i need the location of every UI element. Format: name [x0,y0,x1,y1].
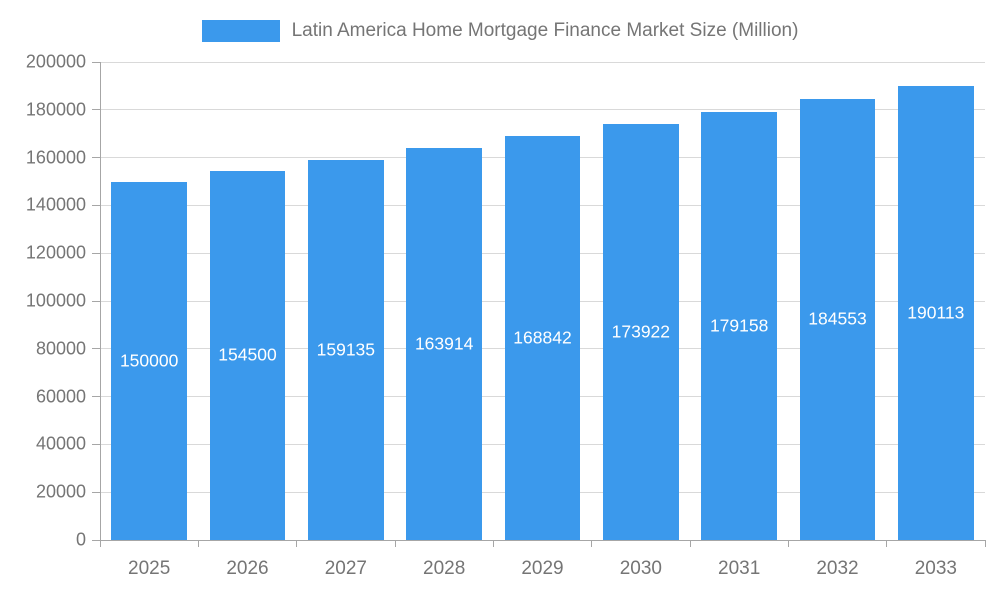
x-tick-mark [197,540,199,547]
y-gridline [100,109,985,111]
y-gridline [100,61,985,63]
y-tick-mark [92,204,100,206]
x-tick-mark [886,540,888,547]
y-axis-tick-label: 180000 [25,99,86,120]
bar-value-label-2026: 154500 [218,344,277,365]
y-tick-mark [92,443,100,445]
bar-2028[interactable] [406,148,482,540]
bar-2030[interactable] [602,124,679,540]
chart-legend: Latin America Home Mortgage Finance Mark… [0,16,1000,46]
bar-2027[interactable] [307,159,384,540]
bar-value-label-2031: 179158 [709,315,769,336]
chart-title: Latin America Home Mortgage Finance Mark… [291,20,799,41]
bar-2033[interactable] [897,85,974,540]
x-axis-tick-label-2028: 2028 [423,558,466,579]
x-axis-tick-label-2029: 2029 [521,558,564,579]
x-axis-tick-label-2026: 2026 [226,558,269,579]
y-tick-mark [92,157,100,159]
x-tick-mark [296,540,298,547]
y-axis-tick-label: 0 [75,529,86,550]
x-axis-tick-label-2033: 2033 [914,558,957,579]
y-axis-tick-label: 140000 [25,194,86,215]
x-tick-mark [99,540,101,547]
y-axis-line [99,62,101,541]
y-axis-tick-label: 80000 [35,338,86,359]
y-tick-mark [92,252,100,254]
x-tick-mark [591,540,593,547]
bar-value-label-2032: 184553 [808,308,867,329]
x-axis-tick-label-2031: 2031 [718,558,761,579]
x-axis-line [100,539,985,541]
legend-swatch[interactable] [201,20,280,42]
x-axis-tick-label-2032: 2032 [816,558,859,579]
y-tick-mark [92,109,100,111]
x-tick-mark [492,540,494,547]
y-axis-tick-label: 160000 [25,147,86,168]
bar-value-label-2029: 168842 [513,327,572,348]
bar-value-label-2027: 159135 [316,339,376,360]
y-tick-mark [92,491,100,493]
y-axis-tick-label: 60000 [35,386,86,407]
y-tick-mark [92,396,100,398]
y-tick-mark [92,539,100,541]
y-axis-tick-label: 200000 [25,51,86,72]
bar-2025[interactable] [111,181,187,540]
y-axis-tick-label: 20000 [35,481,86,502]
bar-value-label-2025: 150000 [119,350,179,371]
bar-value-label-2028: 163914 [414,333,474,354]
y-tick-mark [92,348,100,350]
y-axis-tick-label: 40000 [35,433,86,454]
bar-value-label-2033: 190113 [907,302,965,323]
x-tick-mark [394,540,396,547]
x-tick-mark [984,540,986,547]
y-tick-mark [92,61,100,63]
x-axis-tick-label-2025: 2025 [128,558,171,579]
y-axis-tick-label: 100000 [25,290,86,311]
y-axis-tick-label: 120000 [25,242,86,263]
x-axis-tick-label-2030: 2030 [619,558,662,579]
x-tick-mark [689,540,691,547]
y-tick-mark [92,300,100,302]
bar-value-label-2030: 173922 [611,321,671,342]
bar-2031[interactable] [701,111,777,540]
x-axis-tick-label-2027: 2027 [324,558,367,579]
bar-2029[interactable] [504,136,581,540]
bar-2026[interactable] [209,170,286,540]
bar-2032[interactable] [799,98,876,540]
x-tick-mark [787,540,789,547]
